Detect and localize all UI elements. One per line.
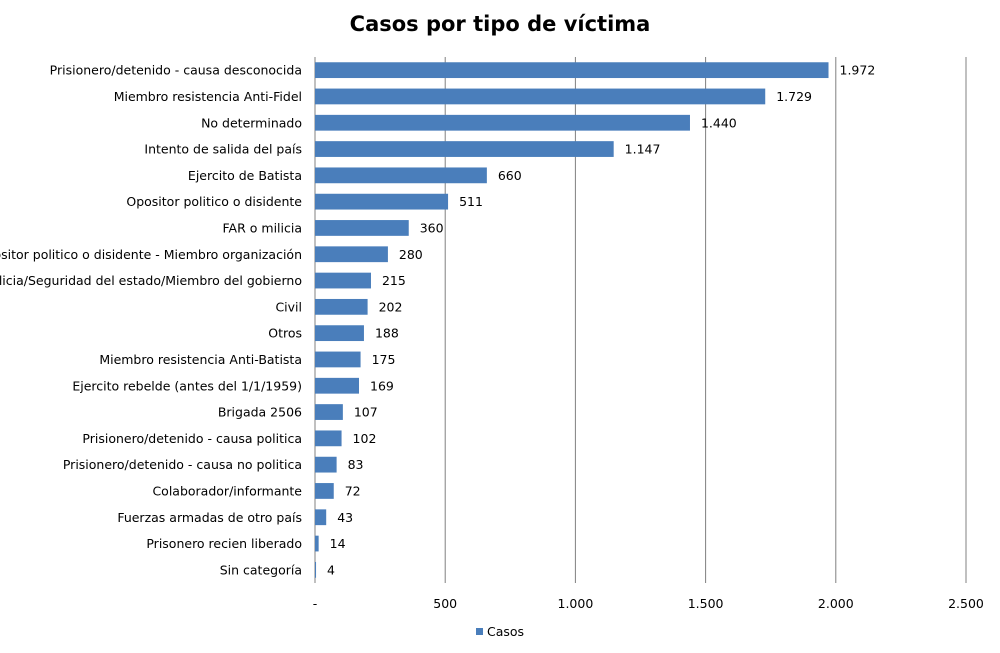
bar xyxy=(315,430,342,447)
bar xyxy=(315,509,327,526)
data-label: 43 xyxy=(337,510,353,525)
category-label: Policia/Seguridad del estado/Miembro del… xyxy=(0,273,302,288)
data-label: 660 xyxy=(498,168,522,183)
x-axis-tick-labels: - 500 1.000 1.500 2.000 2.500 xyxy=(313,596,984,611)
x-tick-label: - xyxy=(313,596,318,611)
bar xyxy=(315,88,766,105)
bar xyxy=(315,404,343,420)
x-tick-label: 2.500 xyxy=(948,596,984,611)
data-label: 175 xyxy=(372,352,396,367)
category-label: Sin categoría xyxy=(220,562,302,577)
category-label: FAR o milicia xyxy=(223,220,302,235)
chart-title: Casos por tipo de víctima xyxy=(349,12,651,36)
bar xyxy=(315,220,409,236)
x-tick-label: 1.500 xyxy=(688,596,724,611)
data-label: 280 xyxy=(399,247,423,262)
data-label: 202 xyxy=(379,299,403,314)
x-tick-label: 2.000 xyxy=(818,596,854,611)
data-label: 215 xyxy=(382,273,406,288)
bar xyxy=(315,483,334,499)
x-tick-label: 500 xyxy=(433,596,457,611)
category-label: Intento de salida del país xyxy=(144,142,302,157)
bar xyxy=(315,456,337,473)
bar xyxy=(315,298,368,315)
category-label: Brigada 2506 xyxy=(218,405,302,420)
bar xyxy=(315,561,317,578)
bar xyxy=(315,377,360,394)
data-label: 169 xyxy=(370,378,394,393)
data-label: 511 xyxy=(459,194,483,209)
data-label: 14 xyxy=(330,536,346,551)
legend-swatch xyxy=(475,628,483,635)
category-label: No determinado xyxy=(201,115,302,130)
category-label: Prisonero recien liberado xyxy=(146,536,302,551)
category-label: Prisionero/detenido - causa desconocida xyxy=(50,63,302,78)
data-label: 1.972 xyxy=(840,63,876,78)
bar xyxy=(315,246,388,263)
bars xyxy=(315,62,829,578)
data-label: 1.147 xyxy=(625,142,661,157)
category-label: Fuerzas armadas de otro país xyxy=(117,510,302,525)
category-label: Opositor politico o disidente - Miembro … xyxy=(0,247,302,262)
category-label: Otros xyxy=(268,326,302,341)
data-label: 188 xyxy=(375,326,399,341)
legend: Casos xyxy=(0,624,1000,639)
bar xyxy=(315,62,829,79)
data-label: 102 xyxy=(353,431,377,446)
bar xyxy=(315,141,614,157)
bar xyxy=(315,272,371,289)
legend-label: Casos xyxy=(486,624,525,639)
x-tick-label: 1.000 xyxy=(558,596,594,611)
grid-lines xyxy=(314,57,967,583)
data-label: 4 xyxy=(327,562,335,577)
bar xyxy=(315,535,319,552)
category-labels: Prisionero/detenido - causa desconocida M… xyxy=(0,63,302,578)
data-labels: 1.972 1.729 1.440 1.147 660 511 360 280 215 202 18… xyxy=(327,63,875,578)
data-label: 1.440 xyxy=(701,115,737,130)
bar xyxy=(315,351,361,368)
bar xyxy=(315,325,364,342)
category-label: Prisionero/detenido - causa politica xyxy=(82,431,302,446)
category-label: Ejercito de Batista xyxy=(188,168,302,183)
category-label: Prisionero/detenido - causa no politica xyxy=(63,457,302,472)
category-label: Ejercito rebelde (antes del 1/1/1959) xyxy=(72,378,302,393)
category-label: Opositor politico o disidente xyxy=(126,194,302,209)
category-label: Miembro resistencia Anti-Batista xyxy=(99,352,302,367)
data-label: 360 xyxy=(420,220,444,235)
data-label: 72 xyxy=(345,483,361,498)
data-label: 107 xyxy=(354,405,378,420)
category-label: Civil xyxy=(275,299,302,314)
data-label: 1.729 xyxy=(776,89,812,104)
category-label: Miembro resistencia Anti-Fidel xyxy=(114,89,302,104)
data-label: 83 xyxy=(348,457,364,472)
bar xyxy=(315,167,487,184)
bar xyxy=(315,193,449,210)
category-label: Colaborador/informante xyxy=(152,483,302,498)
bar xyxy=(315,114,690,131)
